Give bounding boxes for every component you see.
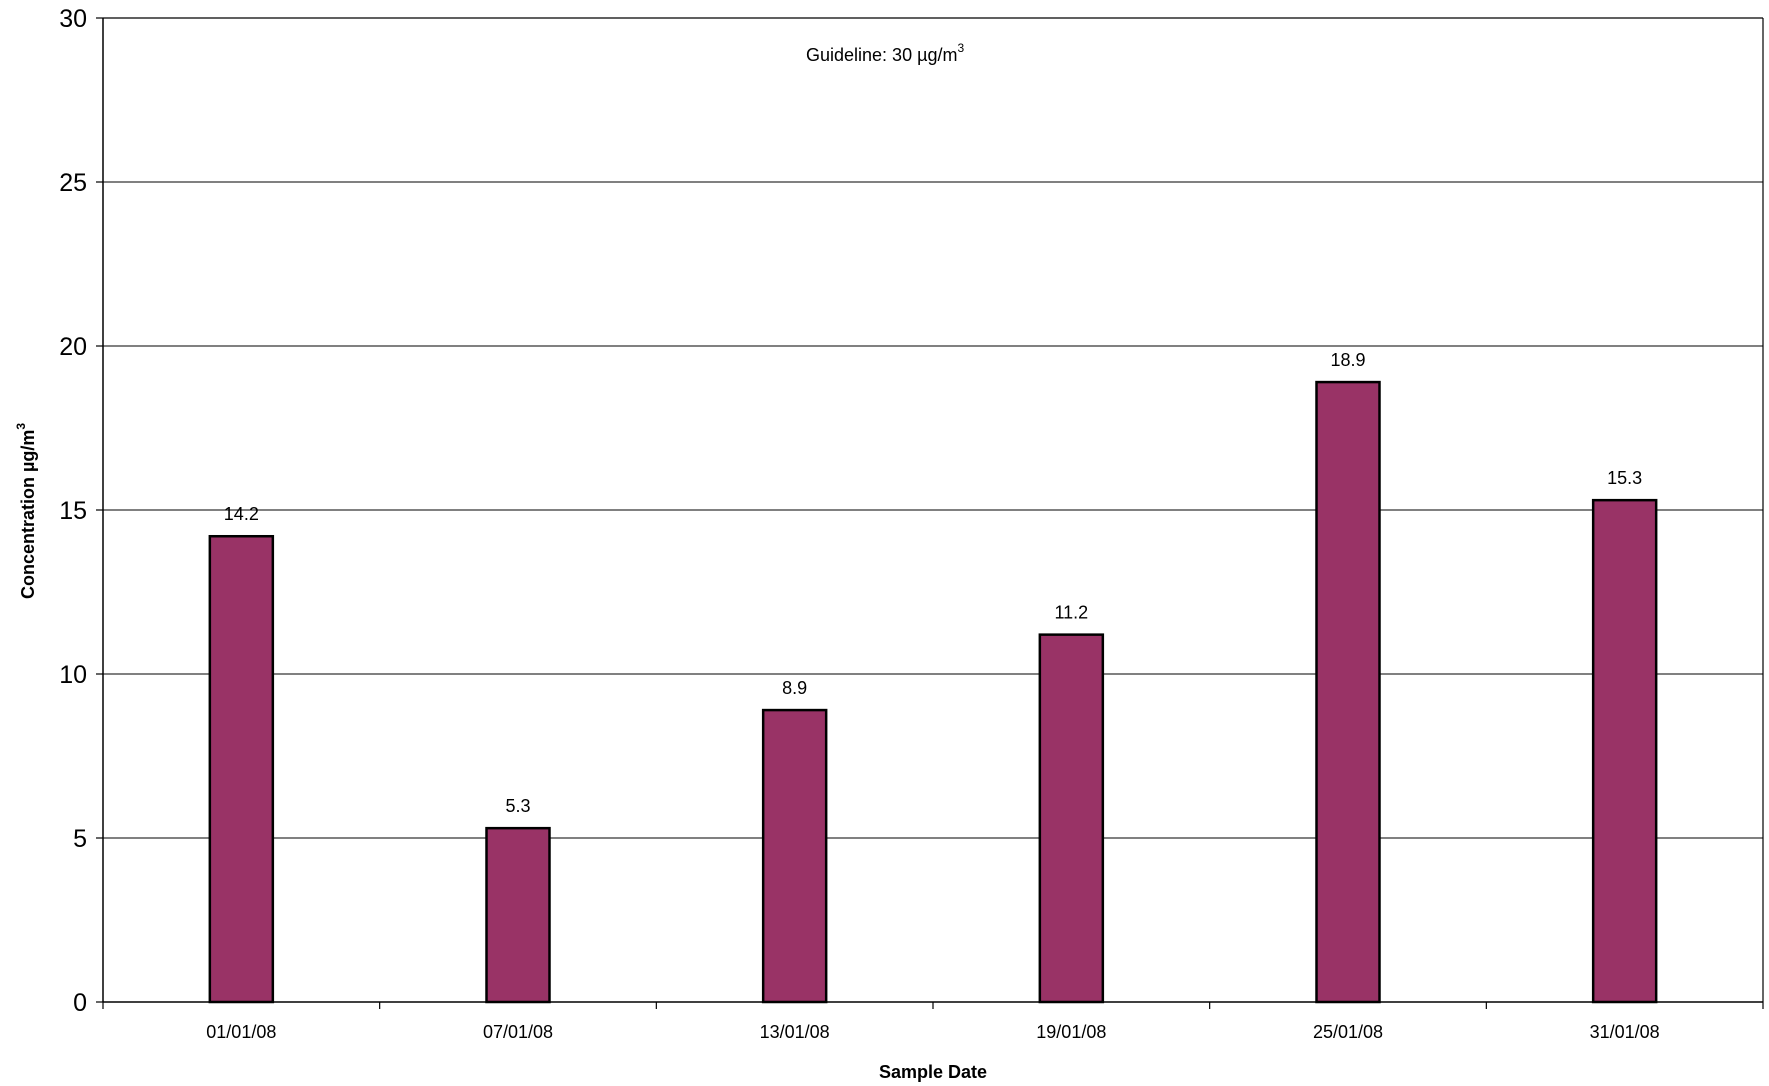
y-tick-label: 0 — [73, 989, 87, 1017]
annotation-guideline: Guideline: 30 µg/m3 — [806, 41, 964, 65]
x-tick-label: 25/01/08 — [1313, 1022, 1383, 1042]
x-tick-label: 31/01/08 — [1590, 1022, 1660, 1042]
x-tick-label: 07/01/08 — [483, 1022, 553, 1042]
gridlines — [103, 17, 1763, 839]
data-label: 11.2 — [1054, 603, 1088, 623]
bar — [1315, 380, 1381, 1004]
y-tick-labels: 0 5 10 15 20 25 30 — [59, 5, 87, 1017]
y-tick-label: 5 — [73, 825, 87, 853]
y-tick-label: 15 — [59, 497, 87, 525]
y-tick-label: 25 — [59, 169, 87, 197]
bars — [208, 380, 1658, 1004]
data-labels: 14.2 5.3 8.9 11.2 18.9 15.3 — [224, 350, 1642, 816]
bar — [761, 708, 828, 1004]
x-axis-title: Sample Date — [879, 1062, 987, 1082]
data-label: 5.3 — [505, 796, 530, 816]
data-label: 8.9 — [782, 678, 807, 698]
y-axis-title: Concentration µg/m3 — [14, 423, 38, 599]
y-tick-label: 20 — [59, 333, 87, 361]
x-tick-label: 13/01/08 — [760, 1022, 830, 1042]
data-label: 18.9 — [1330, 350, 1365, 370]
data-label: 14.2 — [224, 504, 259, 524]
x-tick-label: 19/01/08 — [1036, 1022, 1106, 1042]
data-label: 15.3 — [1607, 468, 1642, 488]
axes — [96, 17, 1764, 1009]
y-tick-label: 10 — [59, 661, 87, 689]
x-tick-labels: 01/01/08 07/01/08 13/01/08 19/01/08 25/01/08… — [206, 1022, 1659, 1042]
bar — [208, 534, 275, 1004]
y-tick-label: 30 — [59, 5, 87, 33]
bar — [1591, 498, 1658, 1004]
bar — [1038, 633, 1105, 1004]
bar — [485, 826, 551, 1004]
x-tick-label: 01/01/08 — [206, 1022, 276, 1042]
